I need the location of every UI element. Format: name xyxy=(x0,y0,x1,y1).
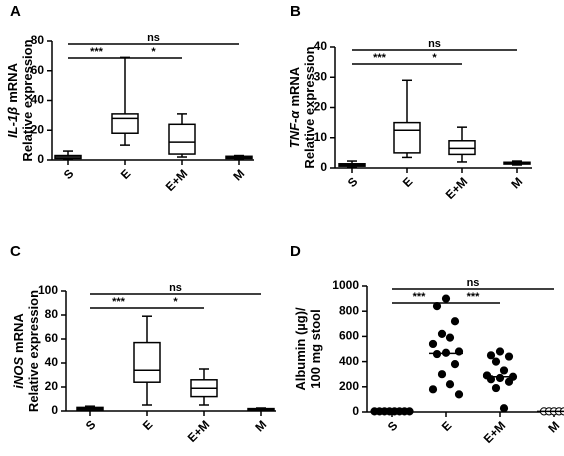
x-tick-label: E xyxy=(439,418,455,434)
point xyxy=(495,347,505,356)
point xyxy=(437,370,447,379)
y-tick-label: 1000 xyxy=(332,278,359,292)
y-axis-label: Albumin (µg)/100 mg stool xyxy=(293,307,323,391)
x-tick-label: E xyxy=(118,166,134,182)
significance-label: * xyxy=(151,46,156,58)
x-tick-label: E xyxy=(140,417,156,433)
x-tick-label: M xyxy=(545,418,562,435)
point xyxy=(432,302,442,311)
panel-letter: C xyxy=(10,243,21,260)
point xyxy=(491,383,501,393)
x-tick-label: E+M xyxy=(443,174,471,202)
y-tick-label: 0 xyxy=(320,160,327,174)
y-tick-label: 600 xyxy=(339,329,359,343)
y-label-line: Relative expression xyxy=(26,290,41,412)
y-tick-label: 0 xyxy=(51,403,58,417)
x-tick-label: E+M xyxy=(185,417,213,445)
y-tick-label: 100 xyxy=(38,283,58,297)
y-axis-label: IL-1β mRNARelative expression xyxy=(5,39,35,161)
y-label-suffix: mRNA xyxy=(287,66,302,106)
box xyxy=(168,123,196,155)
y-axis-label: TNF-α mRNARelative expression xyxy=(287,46,317,168)
y-label-gene: TNF-α xyxy=(287,110,302,149)
significance-label: * xyxy=(432,52,437,64)
y-label-line: Relative expression xyxy=(302,46,317,168)
point xyxy=(454,390,464,399)
y-tick-label: 40 xyxy=(31,93,45,107)
panel-letter: D xyxy=(290,243,301,260)
y-tick-label: 200 xyxy=(339,379,359,393)
point xyxy=(491,357,501,366)
significance-label: *** xyxy=(373,52,387,64)
significance-label: *** xyxy=(112,296,126,308)
y-label-gene: iNOS xyxy=(11,357,26,389)
significance-label: ns xyxy=(428,38,441,50)
x-tick-label: S xyxy=(83,417,99,433)
point xyxy=(441,294,451,303)
y-tick-label: 80 xyxy=(45,307,59,321)
y-tick-label: 40 xyxy=(45,355,59,369)
y-label-suffix: mRNA xyxy=(11,313,26,353)
point xyxy=(428,385,438,394)
x-tick-label: M xyxy=(230,166,247,183)
y-label-line: Relative expression xyxy=(20,39,35,161)
y-label-suffix: mRNA xyxy=(5,62,20,102)
x-tick-label: S xyxy=(345,174,361,190)
box xyxy=(111,113,139,134)
box xyxy=(393,121,421,154)
point xyxy=(504,352,514,361)
significance-label: * xyxy=(173,296,178,308)
y-tick-label: 60 xyxy=(31,63,45,77)
y-tick-label: 10 xyxy=(314,130,328,144)
y-axis-label: iNOS mRNARelative expression xyxy=(11,290,41,412)
x-tick-label: S xyxy=(61,166,77,182)
box xyxy=(133,341,161,383)
significance-label: *** xyxy=(413,291,427,303)
y-tick-label: 80 xyxy=(31,33,45,47)
panel-letter: A xyxy=(10,3,21,20)
x-tick-label: E xyxy=(400,174,416,190)
point xyxy=(450,317,460,326)
significance-label: ns xyxy=(467,277,480,289)
point xyxy=(486,351,496,360)
significance-label: ns xyxy=(169,282,182,294)
y-tick-label: 400 xyxy=(339,354,359,368)
y-tick-label: 20 xyxy=(314,100,328,114)
y-tick-label: 60 xyxy=(45,331,59,345)
point xyxy=(499,404,509,413)
x-tick-label: M xyxy=(508,174,525,191)
significance-label: ns xyxy=(147,32,160,44)
y-tick-label: 800 xyxy=(339,303,359,317)
y-tick-label: 40 xyxy=(314,39,328,53)
point xyxy=(495,373,505,383)
box xyxy=(448,140,476,156)
y-tick-label: 30 xyxy=(314,69,328,83)
point xyxy=(428,339,438,349)
y-label-gene: IL-1β xyxy=(5,107,20,138)
y-tick-label: 0 xyxy=(352,404,359,418)
point xyxy=(504,377,514,386)
x-tick-label: E+M xyxy=(163,166,191,194)
y-label-line: 100 mg stool xyxy=(308,309,323,388)
y-tick-label: 20 xyxy=(31,122,45,136)
y-tick-label: 20 xyxy=(45,379,59,393)
point xyxy=(499,366,509,375)
point xyxy=(445,380,455,389)
point xyxy=(445,333,455,342)
x-tick-label: S xyxy=(385,418,401,434)
significance-label: *** xyxy=(90,46,104,58)
point xyxy=(450,360,460,369)
y-tick-label: 0 xyxy=(37,152,44,166)
x-tick-label: M xyxy=(252,417,269,434)
y-label-line: Albumin (µg)/ xyxy=(293,307,308,391)
point xyxy=(437,329,447,338)
significance-label: *** xyxy=(467,291,481,303)
panel-letter: B xyxy=(290,3,301,20)
x-tick-label: E+M xyxy=(481,418,509,446)
